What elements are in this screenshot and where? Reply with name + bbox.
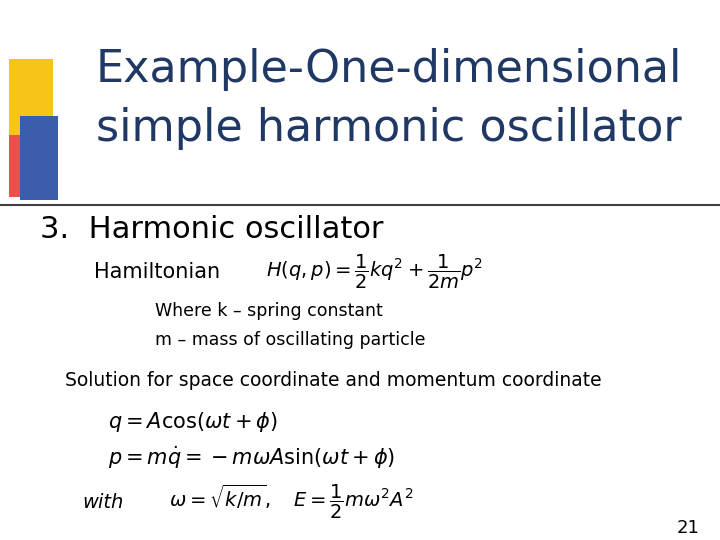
Text: with: with	[83, 492, 124, 512]
Text: $q = A\cos(\omega t + \phi)$: $q = A\cos(\omega t + \phi)$	[108, 410, 278, 434]
Text: 21: 21	[677, 519, 700, 537]
Text: 3.  Harmonic oscillator: 3. Harmonic oscillator	[40, 215, 383, 244]
Bar	[9, 135, 43, 197]
Text: Example-One-dimensional: Example-One-dimensional	[96, 48, 682, 91]
Bar	[9, 59, 53, 143]
Text: m – mass of oscillating particle: m – mass of oscillating particle	[155, 331, 426, 349]
Text: $\omega = \sqrt{k/m}, \quad E = \dfrac{1}{2}m\omega^2 A^2$: $\omega = \sqrt{k/m}, \quad E = \dfrac{1…	[169, 483, 414, 521]
Text: $p = m\dot{q} = -m\omega A\sin(\omega t + \phi)$: $p = m\dot{q} = -m\omega A\sin(\omega t …	[108, 444, 395, 471]
Text: Hamiltonian: Hamiltonian	[94, 261, 220, 282]
Text: Solution for space coordinate and momentum coordinate: Solution for space coordinate and moment…	[65, 371, 601, 390]
Bar	[20, 116, 58, 200]
Text: $H(q,p)=\dfrac{1}{2}kq^2+\dfrac{1}{2m}p^2$: $H(q,p)=\dfrac{1}{2}kq^2+\dfrac{1}{2m}p^…	[266, 253, 484, 291]
Text: Where k – spring constant: Where k – spring constant	[155, 301, 382, 320]
Text: simple harmonic oscillator: simple harmonic oscillator	[96, 107, 682, 150]
